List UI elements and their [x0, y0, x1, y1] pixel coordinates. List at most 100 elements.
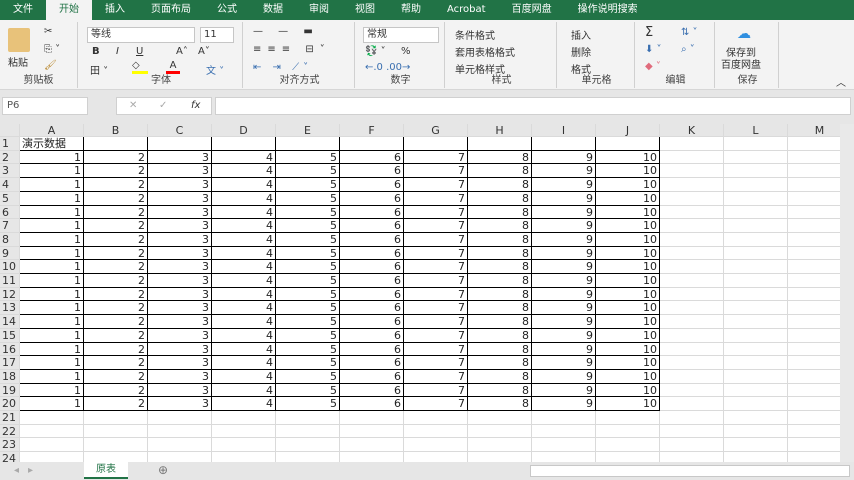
- cell-B4[interactable]: 2: [84, 178, 148, 192]
- cell-F13[interactable]: 6: [340, 301, 404, 315]
- cell-C17[interactable]: 3: [148, 356, 212, 370]
- vertical-align-icons[interactable]: — — ▬: [253, 26, 319, 37]
- save-to-baidu-button[interactable]: 保存到 百度网盘: [721, 48, 761, 71]
- cell-G20[interactable]: 7: [404, 397, 468, 411]
- cell-L20[interactable]: [724, 397, 788, 411]
- cell-G16[interactable]: 7: [404, 343, 468, 356]
- cell-I11[interactable]: 9: [532, 274, 596, 288]
- cell-A14[interactable]: 1: [20, 315, 84, 329]
- cell-A4[interactable]: 1: [20, 178, 84, 192]
- cell-M13[interactable]: [788, 301, 840, 315]
- cell-M24[interactable]: [788, 452, 840, 462]
- cell-K11[interactable]: [660, 274, 724, 288]
- tab-0[interactable]: 文件: [13, 4, 33, 15]
- cell-H7[interactable]: 8: [468, 219, 532, 233]
- cell-I5[interactable]: 9: [532, 192, 596, 206]
- row-header[interactable]: 9: [0, 247, 20, 260]
- cell-C18[interactable]: 3: [148, 370, 212, 384]
- cell-G18[interactable]: 7: [404, 370, 468, 384]
- cell-H4[interactable]: 8: [468, 178, 532, 192]
- cell-E7[interactable]: 5: [276, 219, 340, 233]
- column-header[interactable]: G: [404, 124, 468, 137]
- row-header[interactable]: 15: [0, 329, 20, 343]
- cell-D13[interactable]: 4: [212, 301, 276, 315]
- cell-B22[interactable]: [84, 425, 148, 438]
- cell-A9[interactable]: 1: [20, 247, 84, 260]
- cell-B6[interactable]: 2: [84, 206, 148, 219]
- cell-G6[interactable]: 7: [404, 206, 468, 219]
- cell-C12[interactable]: 3: [148, 288, 212, 301]
- cell-A10[interactable]: 1: [20, 260, 84, 274]
- column-header[interactable]: I: [532, 124, 596, 137]
- cell-A13[interactable]: 1: [20, 301, 84, 315]
- cell-B20[interactable]: 2: [84, 397, 148, 411]
- cell-H12[interactable]: 8: [468, 288, 532, 301]
- cell-G9[interactable]: 7: [404, 247, 468, 260]
- cell-B24[interactable]: [84, 452, 148, 462]
- cell-H2[interactable]: 8: [468, 151, 532, 164]
- cell-E3[interactable]: 5: [276, 164, 340, 178]
- cell-E15[interactable]: 5: [276, 329, 340, 343]
- cell-H19[interactable]: 8: [468, 384, 532, 397]
- cell-M11[interactable]: [788, 274, 840, 288]
- cell-M10[interactable]: [788, 260, 840, 274]
- percent-button[interactable]: %: [401, 46, 411, 57]
- cell-L21[interactable]: [724, 411, 788, 425]
- cell-K3[interactable]: [660, 164, 724, 178]
- cancel-icon[interactable]: ✕: [129, 100, 138, 111]
- column-header[interactable]: A: [20, 124, 84, 137]
- cell-A5[interactable]: 1: [20, 192, 84, 206]
- cell-K15[interactable]: [660, 329, 724, 343]
- row-header[interactable]: 6: [0, 206, 20, 219]
- cell-K18[interactable]: [660, 370, 724, 384]
- formula-input[interactable]: [215, 97, 851, 115]
- cell-M3[interactable]: [788, 164, 840, 178]
- cell-G2[interactable]: 7: [404, 151, 468, 164]
- tab-1[interactable]: 开始: [46, 0, 92, 20]
- cell-L14[interactable]: [724, 315, 788, 329]
- vertical-scrollbar[interactable]: [840, 124, 854, 462]
- row-header[interactable]: 19: [0, 384, 20, 397]
- cell-M12[interactable]: [788, 288, 840, 301]
- row-header[interactable]: 11: [0, 274, 20, 288]
- cell-K23[interactable]: [660, 438, 724, 452]
- cell-D10[interactable]: 4: [212, 260, 276, 274]
- cell-J24[interactable]: [596, 452, 660, 462]
- cell-L22[interactable]: [724, 425, 788, 438]
- cell-F22[interactable]: [340, 425, 404, 438]
- cell-D23[interactable]: [212, 438, 276, 452]
- cell-D4[interactable]: 4: [212, 178, 276, 192]
- cell-G5[interactable]: 7: [404, 192, 468, 206]
- cell-G24[interactable]: [404, 452, 468, 462]
- fill-color-icon[interactable]: ◇: [132, 60, 148, 74]
- cell-I23[interactable]: [532, 438, 596, 452]
- cell-A6[interactable]: 1: [20, 206, 84, 219]
- cell-A20[interactable]: 1: [20, 397, 84, 411]
- cell-B16[interactable]: 2: [84, 343, 148, 356]
- cell-H17[interactable]: 8: [468, 356, 532, 370]
- cell-G14[interactable]: 7: [404, 315, 468, 329]
- cell-M15[interactable]: [788, 329, 840, 343]
- cell-I21[interactable]: [532, 411, 596, 425]
- cell-A8[interactable]: 1: [20, 233, 84, 247]
- cell-F5[interactable]: 6: [340, 192, 404, 206]
- cell-K13[interactable]: [660, 301, 724, 315]
- cell-E17[interactable]: 5: [276, 356, 340, 370]
- tab-2[interactable]: 插入: [105, 4, 125, 15]
- cell-E9[interactable]: 5: [276, 247, 340, 260]
- cell-B2[interactable]: 2: [84, 151, 148, 164]
- row-header[interactable]: 20: [0, 397, 20, 411]
- cell-H21[interactable]: [468, 411, 532, 425]
- format-painter-icon[interactable]: 🖌: [44, 60, 57, 71]
- indent-icons[interactable]: ⇤ ⇥ ⟋˅: [253, 62, 313, 73]
- cell-J21[interactable]: [596, 411, 660, 425]
- insert-button[interactable]: 插入: [571, 31, 591, 42]
- cell-E18[interactable]: 5: [276, 370, 340, 384]
- row-header[interactable]: 17: [0, 356, 20, 370]
- column-header[interactable]: H: [468, 124, 532, 137]
- cell-C13[interactable]: 3: [148, 301, 212, 315]
- cell-J6[interactable]: 10: [596, 206, 660, 219]
- select-all-corner[interactable]: [0, 124, 20, 137]
- cell-A22[interactable]: [20, 425, 84, 438]
- cell-J17[interactable]: 10: [596, 356, 660, 370]
